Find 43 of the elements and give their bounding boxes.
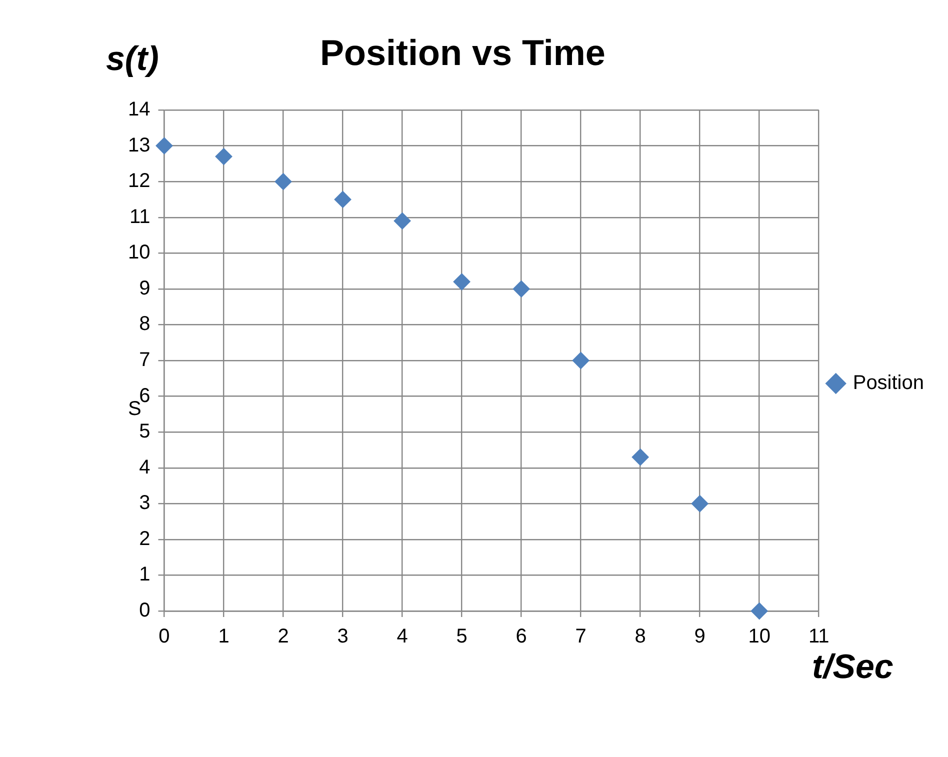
point bbox=[453, 273, 470, 290]
y-tick-label: 5 bbox=[139, 420, 150, 443]
text: S bbox=[128, 398, 142, 421]
x-axis-title: t/Sec bbox=[812, 648, 894, 687]
y-tick-label: 9 bbox=[139, 277, 150, 300]
y-tick-label: 7 bbox=[139, 349, 150, 372]
y-tick-label: 0 bbox=[139, 600, 150, 622]
point bbox=[512, 280, 530, 298]
point bbox=[274, 173, 292, 190]
x-tick-label: 3 bbox=[337, 626, 348, 648]
legend-label: Position bbox=[852, 372, 924, 394]
x-tick-label: 11 bbox=[808, 626, 830, 648]
y-tick-label: 12 bbox=[128, 170, 150, 192]
point bbox=[750, 602, 768, 620]
point bbox=[394, 212, 411, 230]
x-tick-label: 6 bbox=[516, 626, 527, 648]
point bbox=[572, 352, 590, 369]
y-tick-label: 2 bbox=[139, 528, 150, 550]
x-tick-label: 0 bbox=[158, 626, 170, 648]
y-tick-label: 13 bbox=[128, 134, 150, 156]
y-tick-label: 11 bbox=[129, 206, 150, 228]
y-tick-label: 14 bbox=[128, 98, 150, 121]
y-tick-label: 1 bbox=[139, 564, 150, 586]
y-tick-label: 8 bbox=[139, 313, 150, 336]
point bbox=[334, 190, 352, 208]
point bbox=[156, 137, 173, 154]
x-tick-label: 1 bbox=[218, 626, 230, 648]
x-tick-label: 7 bbox=[575, 626, 586, 648]
point bbox=[215, 148, 232, 166]
y-tick-label: 4 bbox=[139, 456, 150, 478]
chart-title: Position vs Time bbox=[320, 32, 606, 74]
x-tick-label: 2 bbox=[278, 626, 289, 648]
point bbox=[691, 495, 708, 512]
y-tick-label: 3 bbox=[139, 492, 150, 514]
x-tick-label: 9 bbox=[694, 626, 706, 648]
x-tick-label: 10 bbox=[748, 626, 770, 648]
x-tick-label: 5 bbox=[456, 626, 468, 648]
y-axis-title: s(t) bbox=[106, 40, 159, 79]
y-tick-label: 6 bbox=[139, 384, 150, 407]
x-tick-label: 4 bbox=[396, 626, 408, 648]
point bbox=[632, 448, 649, 466]
y-tick-label: 10 bbox=[128, 242, 150, 264]
x-tick-label: 8 bbox=[634, 626, 646, 648]
